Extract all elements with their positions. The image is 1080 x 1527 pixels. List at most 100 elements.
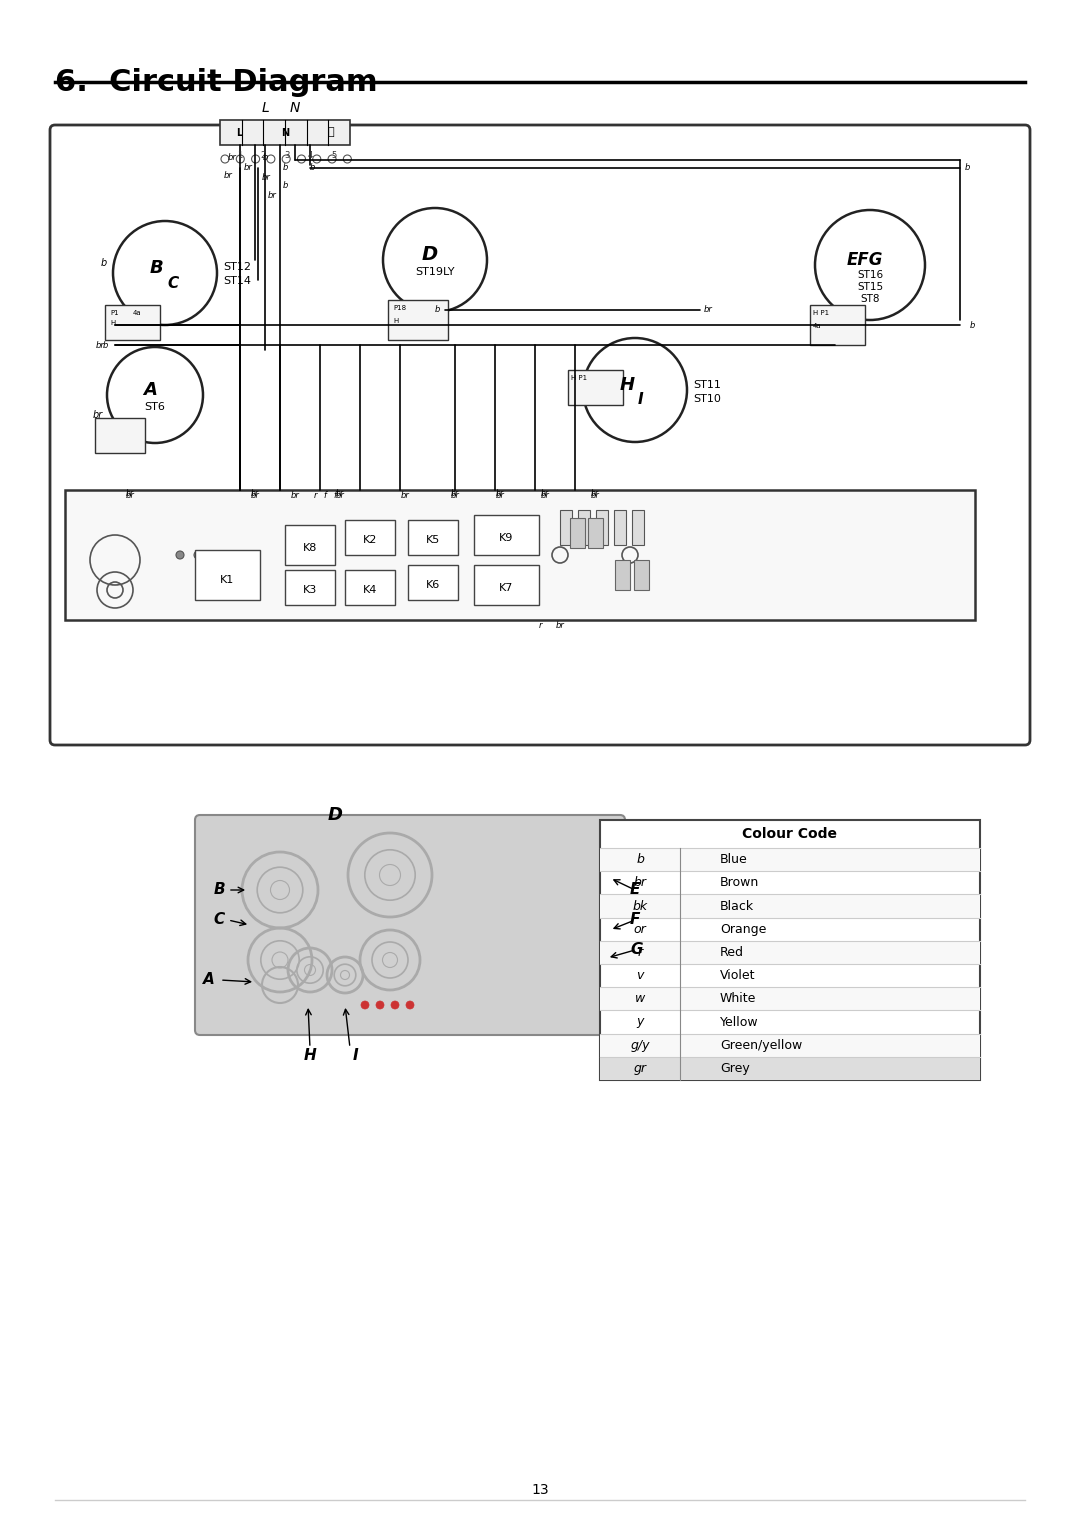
Bar: [600, 847, 980, 872]
Text: 3: 3: [284, 151, 289, 160]
Text: br: br: [125, 490, 134, 499]
Text: br: br: [450, 490, 459, 499]
Text: Violet: Violet: [720, 970, 756, 982]
Bar: [568, 370, 623, 405]
Text: A: A: [203, 973, 215, 988]
Bar: [570, 518, 585, 548]
Text: H: H: [110, 321, 116, 325]
Text: P18: P18: [393, 305, 406, 312]
Text: I: I: [638, 392, 644, 408]
Text: K9: K9: [499, 533, 513, 544]
Bar: [285, 525, 335, 565]
Text: B: B: [150, 260, 164, 276]
Text: I: I: [352, 1048, 357, 1063]
Circle shape: [361, 1002, 369, 1009]
Text: br: br: [262, 174, 271, 183]
Circle shape: [406, 1002, 414, 1009]
Text: ST19LY: ST19LY: [415, 267, 455, 276]
Bar: [345, 570, 395, 605]
Text: r: r: [313, 490, 316, 499]
Text: ST8: ST8: [861, 295, 880, 304]
Text: br: br: [496, 490, 504, 499]
Text: br: br: [336, 490, 345, 499]
Text: L: L: [237, 127, 243, 137]
Text: K7: K7: [499, 583, 513, 592]
Text: 4a: 4a: [813, 324, 822, 328]
Text: D: D: [422, 246, 438, 264]
Bar: [600, 941, 980, 964]
Bar: [810, 305, 865, 345]
Bar: [474, 515, 539, 554]
Text: D: D: [327, 806, 342, 825]
Bar: [600, 1034, 980, 1057]
Text: ST12: ST12: [222, 263, 251, 272]
Text: Green/yellow: Green/yellow: [720, 1038, 802, 1052]
Text: b: b: [434, 305, 440, 315]
Text: br: br: [541, 490, 550, 499]
Text: br: br: [634, 876, 647, 889]
FancyBboxPatch shape: [195, 815, 625, 1035]
Text: br: br: [591, 490, 599, 499]
Text: Colour Code: Colour Code: [743, 828, 837, 841]
Text: br: br: [244, 163, 253, 173]
Text: br: br: [496, 489, 504, 498]
Text: ST6: ST6: [145, 402, 165, 412]
Text: b: b: [310, 163, 315, 173]
Text: br: br: [251, 489, 259, 498]
Text: r: r: [637, 945, 643, 959]
Bar: [474, 565, 539, 605]
Text: E: E: [630, 883, 640, 898]
Bar: [95, 418, 145, 454]
Text: br: br: [401, 490, 409, 499]
Bar: [561, 510, 572, 545]
Text: 4a: 4a: [133, 310, 141, 316]
Text: b: b: [262, 154, 268, 162]
Circle shape: [376, 1002, 384, 1009]
Circle shape: [391, 1002, 399, 1009]
Text: K5: K5: [426, 534, 441, 545]
Text: r: r: [538, 620, 542, 629]
Text: ST14: ST14: [222, 276, 251, 286]
Bar: [615, 510, 626, 545]
Text: gr: gr: [634, 1061, 647, 1075]
Text: 13: 13: [531, 1483, 549, 1496]
Text: K6: K6: [426, 580, 441, 589]
Text: br: br: [291, 490, 299, 499]
Text: Orange: Orange: [720, 922, 767, 936]
Bar: [600, 895, 980, 918]
Text: 5: 5: [332, 151, 337, 160]
Text: Brown: Brown: [720, 876, 759, 889]
Text: K2: K2: [363, 534, 377, 545]
Text: br: br: [251, 490, 259, 499]
Bar: [285, 570, 335, 605]
Text: EFG: EFG: [847, 250, 883, 269]
Text: N: N: [281, 127, 289, 137]
Text: ST11: ST11: [693, 380, 720, 389]
Text: B: B: [214, 883, 225, 898]
Text: Grey: Grey: [720, 1061, 750, 1075]
Text: C: C: [214, 913, 225, 927]
Text: v: v: [636, 970, 644, 982]
Text: b: b: [283, 163, 288, 173]
Bar: [588, 518, 603, 548]
Bar: [388, 299, 448, 341]
Bar: [195, 550, 260, 600]
Text: w: w: [635, 993, 645, 1005]
Text: H P1: H P1: [571, 376, 588, 382]
Text: 6.  Circuit Diagram: 6. Circuit Diagram: [55, 69, 378, 98]
Text: br: br: [225, 171, 233, 180]
Text: K4: K4: [363, 585, 377, 596]
Text: Red: Red: [720, 945, 744, 959]
Text: b: b: [966, 163, 970, 173]
Text: 4: 4: [308, 151, 313, 160]
Text: b: b: [100, 258, 107, 269]
Text: f: f: [324, 490, 326, 499]
Text: L: L: [261, 101, 269, 115]
Text: A: A: [143, 382, 157, 399]
Text: br: br: [96, 341, 105, 350]
Bar: [408, 565, 458, 600]
Text: H P1: H P1: [813, 310, 829, 316]
Text: br: br: [268, 191, 276, 200]
Bar: [65, 490, 975, 620]
FancyBboxPatch shape: [220, 121, 350, 145]
